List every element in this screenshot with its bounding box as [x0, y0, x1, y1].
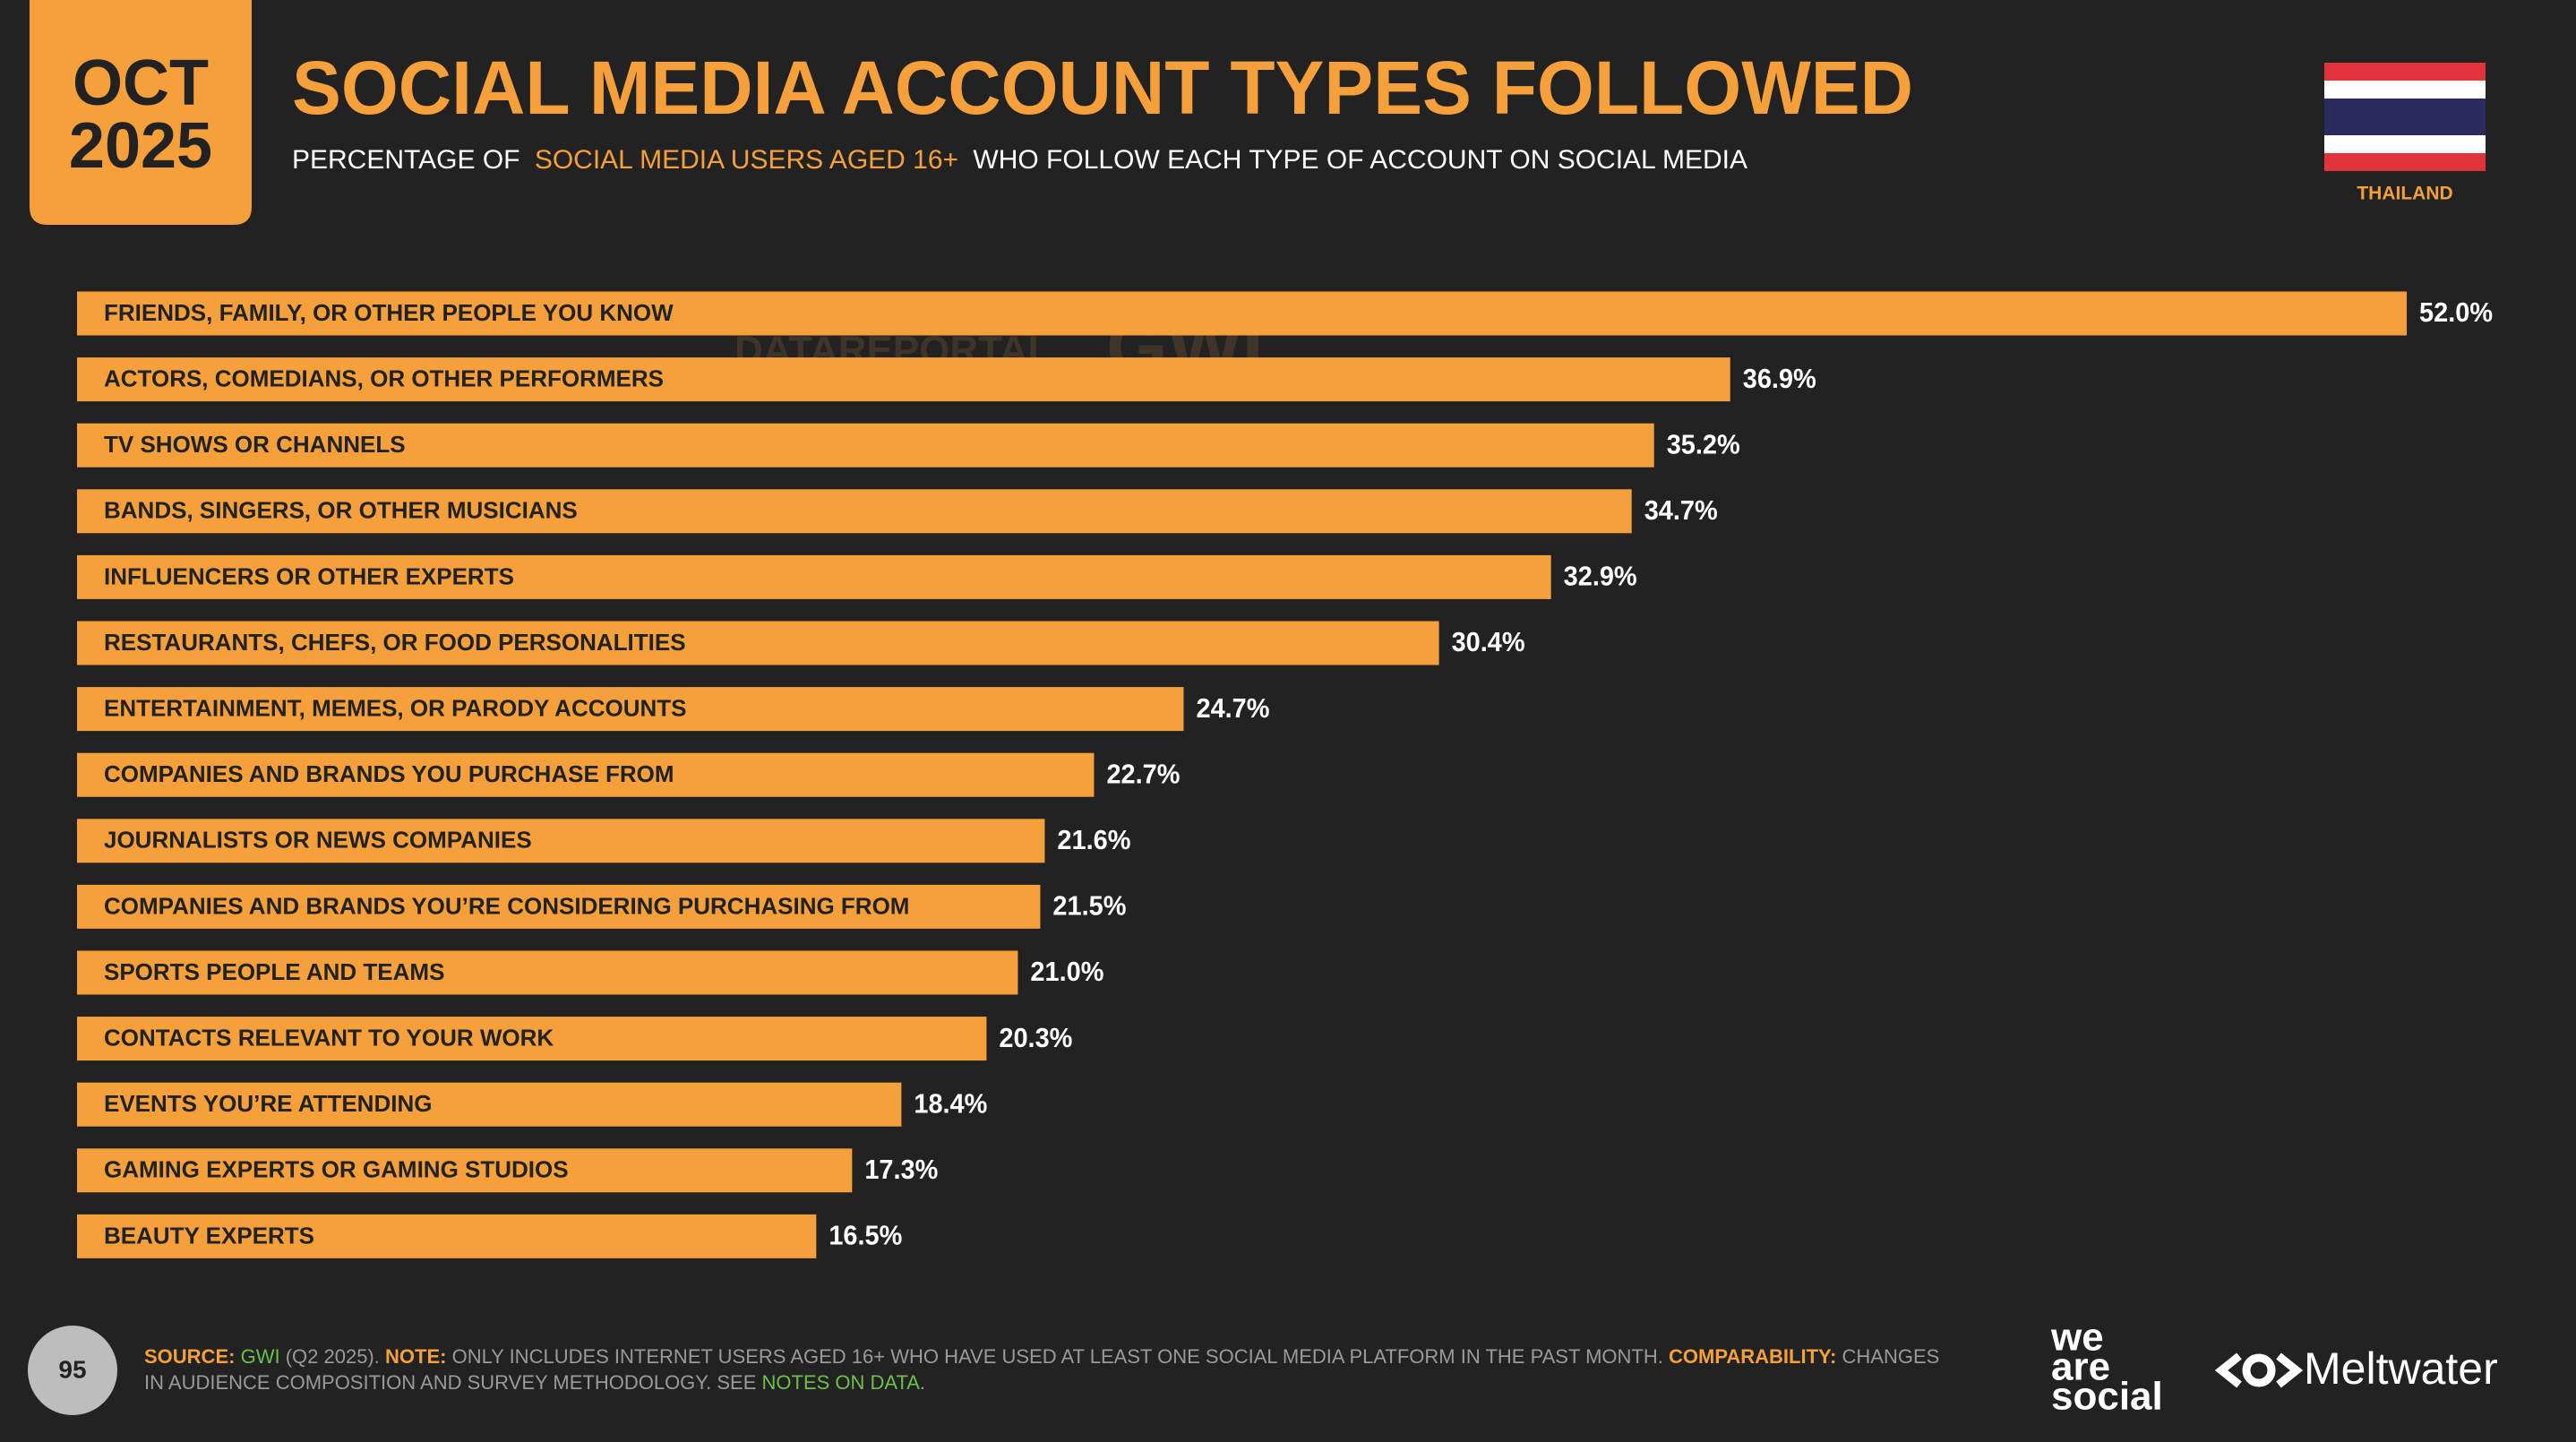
- footer-note: SOURCE: GWI (Q2 2025). NOTE: ONLY INCLUD…: [144, 1343, 1962, 1395]
- bar: [77, 950, 1018, 995]
- bar: [77, 884, 1041, 929]
- bar: [77, 489, 1632, 534]
- footer-link[interactable]: NOTES ON DATA: [761, 1371, 920, 1394]
- bar-label: COMPANIES AND BRANDS YOU PURCHASE FROM: [104, 760, 674, 787]
- footer-label: SOURCE:: [144, 1345, 236, 1368]
- page-number: 95: [58, 1355, 86, 1383]
- footer-text: CHANGES IN AUDIENCE COMPOSITION AND SURV…: [144, 1345, 1940, 1394]
- meltwater-icon: [2214, 1352, 2304, 1388]
- bar: [77, 554, 1551, 599]
- logo-text: we: [2050, 1316, 2104, 1360]
- country: THAILAND: [2357, 184, 2452, 204]
- value-label: 20.3%: [999, 1022, 1072, 1053]
- subtitle-part: WHO FOLLOW EACH TYPE OF ACCOUNT ON SOCIA…: [973, 145, 1747, 175]
- title: SOCIAL MEDIA ACCOUNT TYPES FOLLOWED: [292, 46, 1913, 130]
- value-label: 30.4%: [1452, 626, 1525, 657]
- bar-label: ENTERTAINMENT, MEMES, OR PARODY ACCOUNTS: [104, 694, 687, 721]
- bar-label: INFLUENCERS OR OTHER EXPERTS: [104, 562, 514, 589]
- logo-text: social: [2051, 1375, 2163, 1419]
- value-label: 18.4%: [914, 1087, 987, 1119]
- value-label: 52.0%: [2419, 296, 2493, 328]
- value-label: 35.2%: [1667, 428, 1740, 459]
- bar-label: CONTACTS RELEVANT TO YOUR WORK: [104, 1024, 554, 1051]
- date-month: OCT: [73, 47, 209, 119]
- bar: [77, 1214, 817, 1258]
- bar: [77, 291, 2408, 336]
- subtitle-highlight: SOCIAL MEDIA USERS AGED 16+: [535, 145, 958, 175]
- bar-label: RESTAURANTS, CHEFS, OR FOOD PERSONALITIE…: [104, 629, 686, 656]
- bar-label: SPORTS PEOPLE AND TEAMS: [104, 958, 444, 985]
- bar: [77, 1017, 987, 1061]
- value-label: 21.6%: [1057, 824, 1130, 855]
- bar-label: JOURNALISTS OR NEWS COMPANIES: [104, 827, 532, 854]
- footer-label: NOTE:: [385, 1345, 447, 1368]
- footer-label: COMPARABILITY:: [1669, 1345, 1837, 1368]
- bar-label: BEAUTY EXPERTS: [104, 1222, 314, 1249]
- bar-label: GAMING EXPERTS OR GAMING STUDIOS: [104, 1156, 569, 1183]
- bar: [77, 621, 1439, 665]
- bar: [77, 1082, 902, 1127]
- bar-label: ACTORS, COMEDIANS, OR OTHER PERFORMERS: [104, 365, 664, 391]
- bar: [77, 1148, 853, 1193]
- bar-label: EVENTS YOU’RE ATTENDING: [104, 1090, 432, 1117]
- value-label: 24.7%: [1196, 692, 1269, 724]
- value-label: 21.5%: [1052, 890, 1126, 922]
- bar-label: FRIENDS, FAMILY, OR OTHER PEOPLE YOU KNO…: [104, 299, 674, 326]
- bar: [77, 357, 1730, 402]
- date-badge: [30, 0, 252, 225]
- subtitle-part: PERCENTAGE OF: [292, 145, 519, 175]
- bar: [77, 687, 1184, 732]
- logo-text: Meltwater: [2304, 1343, 2498, 1394]
- subtitle: PERCENTAGE OF SOCIAL MEDIA USERS AGED 16…: [292, 145, 1747, 175]
- bar: [77, 423, 1654, 468]
- bars: FRIENDS, FAMILY, OR OTHER PEOPLE YOU KNO…: [77, 291, 2493, 1258]
- footer-text: .: [919, 1371, 926, 1394]
- bar-label: TV SHOWS OR CHANNELS: [104, 431, 406, 458]
- date-year: 2025: [69, 110, 212, 182]
- bar-label: COMPANIES AND BRANDS YOU’RE CONSIDERING …: [104, 892, 909, 919]
- bar: [77, 819, 1045, 863]
- footer-text: ONLY INCLUDES INTERNET USERS AGED 16+ WH…: [451, 1345, 1663, 1368]
- footer-source: GWI: [240, 1345, 280, 1368]
- value-label: 32.9%: [1564, 561, 1637, 592]
- value-label: 34.7%: [1644, 494, 1718, 526]
- logo-text: are: [2051, 1345, 2110, 1389]
- value-label: 17.3%: [864, 1154, 938, 1185]
- bar: [77, 752, 1095, 797]
- footer-text: (Q2 2025).: [285, 1345, 380, 1368]
- page-circle: [28, 1326, 117, 1415]
- value-label: 21.0%: [1030, 956, 1103, 987]
- value-label: 22.7%: [1106, 758, 1180, 789]
- value-label: 36.9%: [1743, 363, 1816, 394]
- value-label: 16.5%: [829, 1220, 902, 1251]
- bar-label: BANDS, SINGERS, OR OTHER MUSICIANS: [104, 497, 578, 524]
- flag: [2324, 63, 2486, 171]
